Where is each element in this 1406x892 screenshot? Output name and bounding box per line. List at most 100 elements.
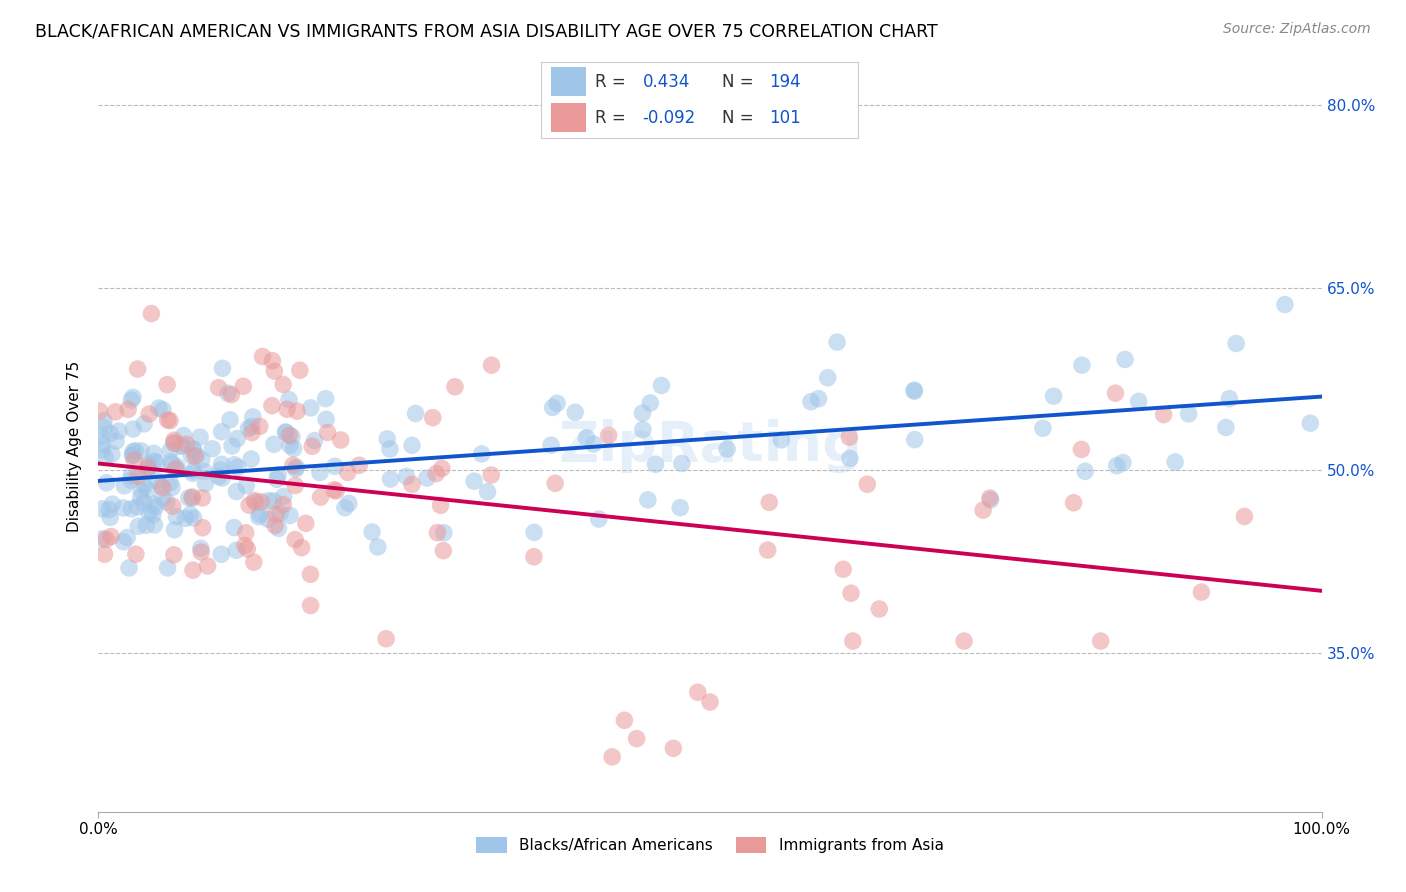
Point (1112, 456, 1135, 470)
Point (323, 483, 346, 497)
Point (1189, 585, 1212, 599)
Text: Source: ZipAtlas.com: Source: ZipAtlas.com (1223, 22, 1371, 37)
Point (104, 405, 127, 419)
Point (278, 392, 301, 407)
Point (856, 477, 879, 491)
Point (166, 459, 188, 474)
Point (190, 545, 212, 559)
Point (173, 428, 195, 442)
Point (193, 465, 215, 479)
Point (127, 469, 149, 483)
Point (262, 353, 284, 368)
Point (98, 502, 121, 516)
Point (112, 479, 135, 493)
Point (245, 495, 267, 509)
Point (209, 463, 232, 477)
Text: BLACK/AFRICAN AMERICAN VS IMMIGRANTS FROM ASIA DISABILITY AGE OVER 75 CORRELATIO: BLACK/AFRICAN AMERICAN VS IMMIGRANTS FRO… (35, 22, 938, 40)
Point (91, 532, 114, 546)
Point (842, 634, 865, 648)
Point (301, 439, 323, 453)
Text: 0.434: 0.434 (643, 73, 690, 91)
Point (152, 491, 174, 505)
Point (267, 467, 290, 482)
Point (121, 448, 143, 462)
Point (1177, 407, 1199, 421)
Point (249, 419, 271, 434)
Point (125, 547, 148, 561)
Point (107, 424, 129, 438)
Point (120, 392, 142, 407)
Point (1153, 408, 1175, 422)
Point (1218, 392, 1240, 406)
Point (263, 364, 285, 378)
Point (93, 547, 115, 561)
Point (367, 540, 389, 554)
Point (291, 541, 314, 555)
Point (807, 392, 830, 406)
Point (980, 492, 1002, 507)
Point (98, 510, 121, 524)
Point (903, 384, 925, 399)
Point (127, 500, 149, 514)
Point (337, 496, 360, 510)
Point (378, 442, 401, 456)
Point (138, 457, 160, 471)
Point (1063, 496, 1085, 510)
Point (1299, 416, 1322, 430)
Point (120, 501, 142, 516)
Bar (551, 103, 586, 132)
Point (165, 462, 187, 476)
Point (1104, 386, 1126, 401)
Point (118, 561, 141, 575)
Point (235, 525, 257, 540)
Point (90, 429, 112, 443)
Point (135, 465, 157, 479)
Point (631, 406, 654, 420)
Point (429, 499, 451, 513)
Point (180, 449, 202, 463)
Point (112, 534, 135, 549)
Point (425, 467, 447, 481)
Point (120, 473, 142, 487)
Point (1042, 389, 1064, 403)
Point (225, 543, 247, 558)
Point (1032, 421, 1054, 435)
Point (238, 498, 260, 512)
Point (626, 731, 648, 746)
Point (426, 525, 449, 540)
Point (588, 512, 610, 526)
Point (142, 446, 165, 460)
Point (281, 429, 304, 443)
Text: N =: N = (721, 109, 754, 127)
Point (134, 496, 156, 510)
Point (304, 434, 326, 448)
Point (242, 409, 264, 424)
Point (138, 506, 160, 520)
Point (758, 495, 780, 509)
Point (156, 561, 179, 575)
Point (127, 362, 149, 376)
Point (208, 469, 231, 483)
Point (260, 399, 283, 413)
Point (600, 749, 623, 764)
Point (686, 685, 709, 699)
Point (315, 412, 337, 426)
Point (278, 508, 301, 523)
Point (325, 483, 347, 498)
Point (122, 449, 145, 463)
Point (278, 438, 301, 452)
Point (1114, 352, 1136, 367)
Point (163, 523, 186, 537)
Point (699, 695, 721, 709)
Point (416, 471, 439, 485)
Point (160, 457, 183, 471)
Point (101, 497, 124, 511)
Point (276, 402, 298, 417)
Point (129, 483, 152, 497)
Point (598, 428, 620, 442)
Point (309, 490, 332, 504)
Point (481, 358, 503, 372)
Text: N =: N = (721, 73, 754, 91)
Point (463, 474, 485, 488)
Point (160, 480, 183, 494)
